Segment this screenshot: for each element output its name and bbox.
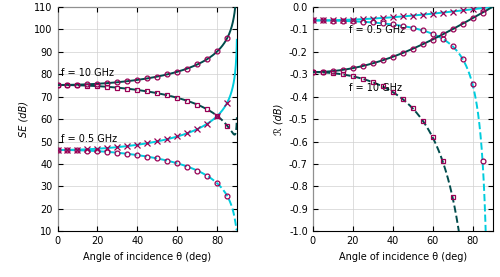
Y-axis label: SE (dB): SE (dB) <box>18 101 28 137</box>
X-axis label: Angle of incidence θ (deg): Angle of incidence θ (deg) <box>338 252 466 262</box>
Text: f = 10 GHz: f = 10 GHz <box>348 83 402 93</box>
Y-axis label: ℛ (dB): ℛ (dB) <box>274 103 283 135</box>
Text: f = 0.5 GHz: f = 0.5 GHz <box>62 134 118 143</box>
Text: f = 0.5 GHz: f = 0.5 GHz <box>348 25 405 35</box>
Text: f = 10 GHz: f = 10 GHz <box>62 68 114 78</box>
X-axis label: Angle of incidence θ (deg): Angle of incidence θ (deg) <box>84 252 212 262</box>
